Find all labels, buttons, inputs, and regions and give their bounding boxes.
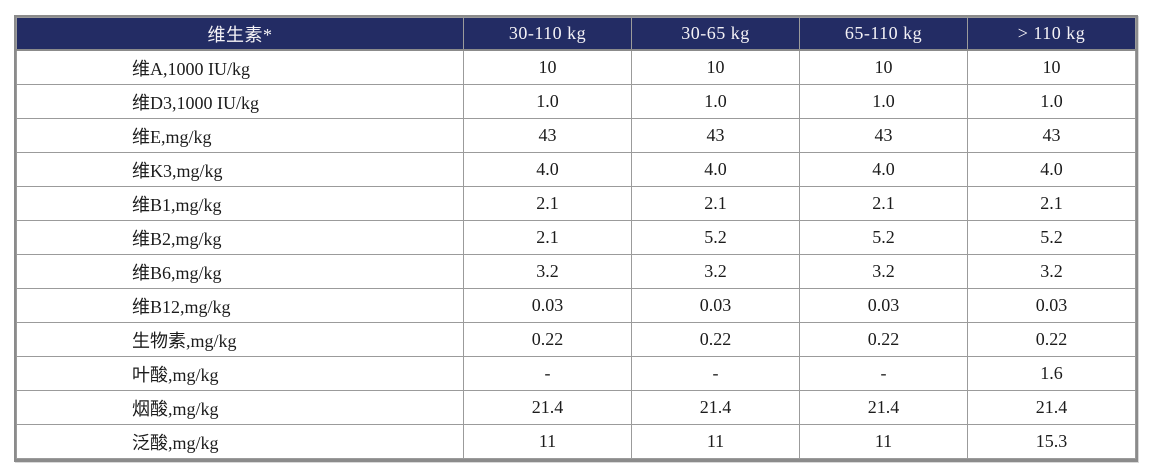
cell-value: 3.2	[799, 254, 968, 289]
cell-value: 4.0	[631, 152, 800, 187]
cell-value: 0.22	[631, 322, 800, 357]
cell-value: 1.0	[967, 84, 1136, 119]
cell-value: 0.22	[799, 322, 968, 357]
column-header-30-110kg: 30-110 kg	[463, 17, 632, 51]
table-row-vit-b12: 维B12,mg/kg 0.03 0.03 0.03 0.03	[16, 288, 1136, 323]
cell-value: 3.2	[967, 254, 1136, 289]
cell-value: 3.2	[631, 254, 800, 289]
cell-value: 43	[967, 118, 1136, 153]
cell-value: 15.3	[967, 424, 1136, 459]
cell-value: 5.2	[967, 220, 1136, 255]
cell-value: 1.0	[631, 84, 800, 119]
cell-value: 5.2	[631, 220, 800, 255]
cell-value: 2.1	[799, 186, 968, 221]
cell-value: 4.0	[463, 152, 632, 187]
cell-value: 1.0	[799, 84, 968, 119]
table-row-vit-a: 维A,1000 IU/kg 10 10 10 10	[16, 49, 1136, 85]
cell-value: 4.0	[799, 152, 968, 187]
table-row-vit-k3: 维K3,mg/kg 4.0 4.0 4.0 4.0	[16, 152, 1136, 187]
cell-value: 3.2	[463, 254, 632, 289]
cell-value: 43	[631, 118, 800, 153]
table-row-vit-b2: 维B2,mg/kg 2.1 5.2 5.2 5.2	[16, 220, 1136, 255]
cell-value: 0.03	[799, 288, 968, 323]
cell-value: 0.03	[631, 288, 800, 323]
cell-value: 43	[463, 118, 632, 153]
cell-value: 0.22	[967, 322, 1136, 357]
cell-value: 11	[631, 424, 800, 459]
cell-value: 21.4	[967, 390, 1136, 425]
column-header-65-110kg: 65-110 kg	[799, 17, 968, 51]
row-label: 维B2,mg/kg	[16, 220, 464, 255]
cell-value: 10	[463, 49, 632, 85]
cell-value: 2.1	[463, 220, 632, 255]
table-row-vit-e: 维E,mg/kg 43 43 43 43	[16, 118, 1136, 153]
cell-value: 10	[799, 49, 968, 85]
row-label: 泛酸,mg/kg	[16, 424, 464, 459]
vitamin-table-frame: 维生素* 30-110 kg 30-65 kg 65-110 kg > 110 …	[14, 15, 1138, 462]
cell-value: 11	[799, 424, 968, 459]
cell-value: 4.0	[967, 152, 1136, 187]
table-row-niacin: 烟酸,mg/kg 21.4 21.4 21.4 21.4	[16, 390, 1136, 425]
row-label: 叶酸,mg/kg	[16, 356, 464, 391]
cell-value: 10	[967, 49, 1136, 85]
cell-value: 10	[631, 49, 800, 85]
row-label: 烟酸,mg/kg	[16, 390, 464, 425]
header-row: 维生素* 30-110 kg 30-65 kg 65-110 kg > 110 …	[16, 17, 1136, 51]
cell-value: 2.1	[463, 186, 632, 221]
table-row-biotin: 生物素,mg/kg 0.22 0.22 0.22 0.22	[16, 322, 1136, 357]
table-row-folic-acid: 叶酸,mg/kg - - - 1.6	[16, 356, 1136, 391]
table-row-vit-b1: 维B1,mg/kg 2.1 2.1 2.1 2.1	[16, 186, 1136, 221]
row-label: 维E,mg/kg	[16, 118, 464, 153]
cell-value: 43	[799, 118, 968, 153]
table-row-vit-b6: 维B6,mg/kg 3.2 3.2 3.2 3.2	[16, 254, 1136, 289]
row-label: 维A,1000 IU/kg	[16, 49, 464, 85]
vitamin-requirements-table: 维生素* 30-110 kg 30-65 kg 65-110 kg > 110 …	[16, 17, 1136, 459]
row-label: 维B6,mg/kg	[16, 254, 464, 289]
column-header-30-65kg: 30-65 kg	[631, 17, 800, 51]
row-label: 维K3,mg/kg	[16, 152, 464, 187]
column-header-gt-110kg: > 110 kg	[967, 17, 1136, 51]
column-header-vitamin: 维生素*	[16, 17, 464, 51]
cell-value: -	[631, 356, 800, 391]
cell-value: 11	[463, 424, 632, 459]
row-label: 维D3,1000 IU/kg	[16, 84, 464, 119]
table-row-pantothenic-acid: 泛酸,mg/kg 11 11 11 15.3	[16, 424, 1136, 459]
cell-value: 2.1	[967, 186, 1136, 221]
cell-value: 0.22	[463, 322, 632, 357]
row-label: 维B12,mg/kg	[16, 288, 464, 323]
row-label: 维B1,mg/kg	[16, 186, 464, 221]
cell-value: 0.03	[463, 288, 632, 323]
cell-value: 21.4	[799, 390, 968, 425]
table-row-vit-d3: 维D3,1000 IU/kg 1.0 1.0 1.0 1.0	[16, 84, 1136, 119]
cell-value: 1.6	[967, 356, 1136, 391]
cell-value: -	[799, 356, 968, 391]
row-label: 生物素,mg/kg	[16, 322, 464, 357]
cell-value: -	[463, 356, 632, 391]
cell-value: 21.4	[631, 390, 800, 425]
cell-value: 5.2	[799, 220, 968, 255]
cell-value: 0.03	[967, 288, 1136, 323]
cell-value: 2.1	[631, 186, 800, 221]
cell-value: 21.4	[463, 390, 632, 425]
cell-value: 1.0	[463, 84, 632, 119]
